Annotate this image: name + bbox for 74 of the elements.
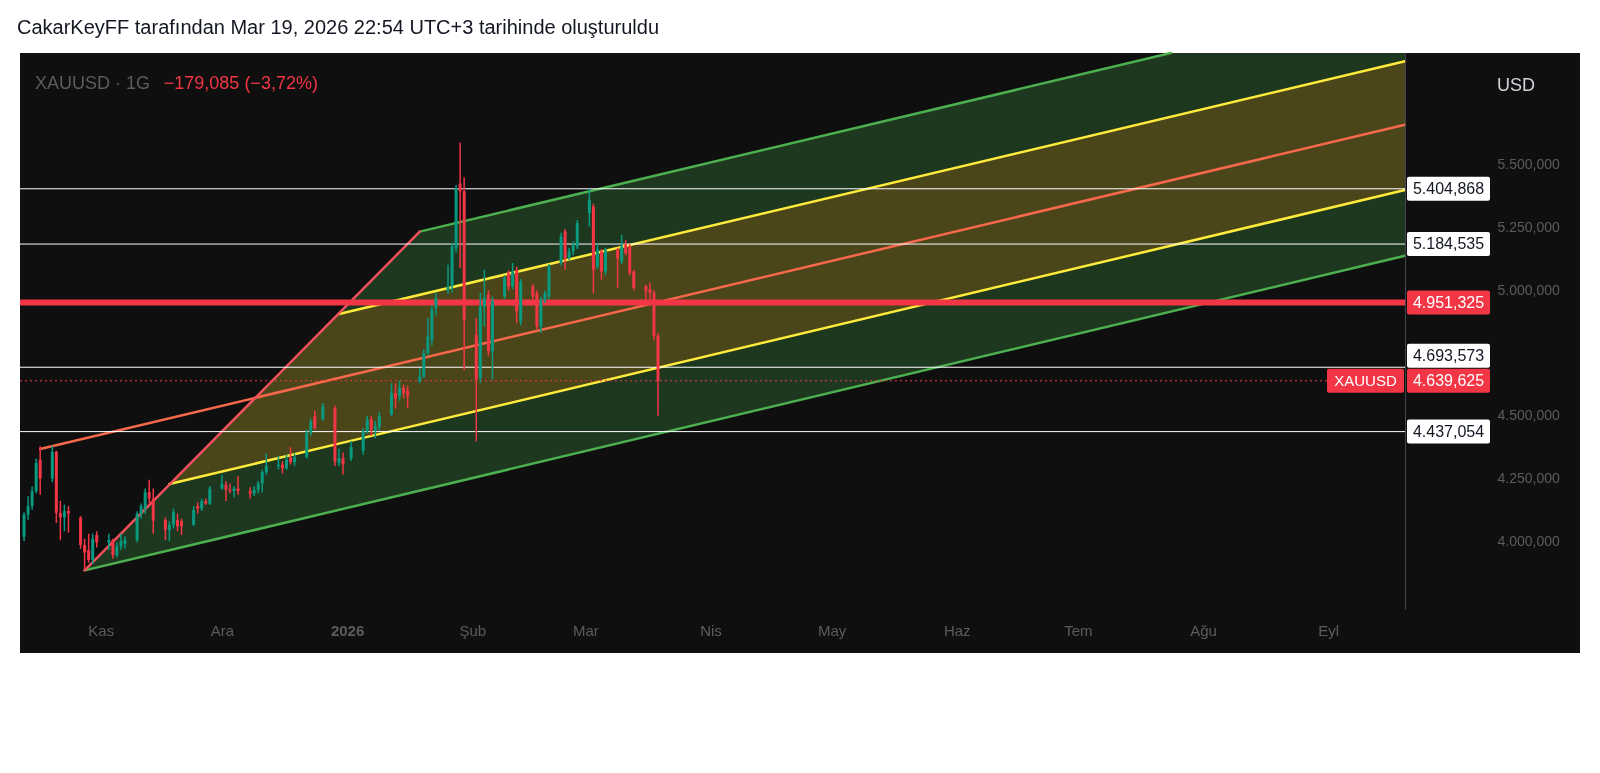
candlestick	[180, 517, 184, 536]
y-tick-label: 4.500,000	[1497, 407, 1560, 424]
y-tick-label: 4.250,000	[1497, 470, 1560, 487]
x-tick-label: May	[817, 621, 847, 639]
candlestick	[66, 505, 70, 534]
x-tick-label: Kas	[88, 621, 115, 639]
candlestick	[604, 246, 607, 277]
candlestick	[123, 535, 127, 550]
x-tick-label: Mar	[572, 621, 599, 639]
x-tick-label: Tem	[1064, 621, 1093, 639]
candlestick	[587, 187, 591, 228]
candlestick	[406, 384, 410, 409]
candlestick	[503, 274, 507, 300]
annotation: XAUUSD · 1G	[35, 73, 151, 93]
x-tick-label: 2026	[330, 621, 365, 639]
candlestick	[349, 440, 353, 462]
candlestick	[260, 469, 264, 494]
candlestick	[224, 480, 228, 502]
y-tick-label: 5.500,000	[1497, 156, 1560, 173]
candlestick	[143, 487, 147, 515]
y-tick-label: 4.000,000	[1497, 532, 1560, 549]
candlestick	[175, 512, 179, 532]
x-tick-label: Eyl	[1318, 621, 1340, 639]
x-tick-label: Haz	[943, 621, 971, 639]
candlestick	[62, 503, 66, 532]
candlestick	[599, 248, 603, 281]
candlestick	[394, 382, 398, 410]
candlestick	[595, 242, 599, 270]
candlestick	[389, 382, 393, 417]
candlestick	[83, 538, 87, 571]
chart-title: CakarKeyFF tarafından Mar 19, 2026 22:54 UTC+3 tarihinde oluşturuldu	[17, 15, 660, 38]
candlestick	[147, 479, 151, 505]
candlestick	[171, 507, 175, 530]
candlestick	[398, 379, 402, 402]
x-tick-label: Ağu	[1190, 621, 1217, 639]
y-tick-label: 5.250,000	[1497, 219, 1560, 236]
candlestick	[38, 445, 42, 496]
ref-line-label: 5.404,868	[1412, 179, 1485, 197]
candlestick	[264, 452, 268, 476]
candlestick	[575, 219, 579, 250]
candlestick	[511, 262, 515, 290]
candlestick	[107, 532, 111, 551]
x-tick-label: Ara	[210, 621, 235, 639]
candlestick	[377, 411, 381, 432]
ref-line-label: 5.184,535	[1412, 235, 1485, 253]
candlestick	[163, 516, 167, 541]
candlestick	[111, 538, 115, 560]
candlestick	[507, 269, 511, 292]
y-tick-label: 5.000,000	[1497, 281, 1560, 298]
candlestick	[313, 410, 317, 431]
y-axis-title: USD	[1497, 75, 1536, 95]
candlestick	[285, 453, 288, 471]
x-tick-label: Şub	[459, 621, 487, 639]
ref-line-label: 4.437,054	[1412, 422, 1485, 440]
candlestick	[341, 451, 345, 476]
ref-line-label: 4.693,573	[1412, 346, 1485, 364]
candlestick	[482, 269, 486, 328]
candlestick	[361, 427, 365, 456]
candlestick	[192, 505, 196, 527]
candlestick	[620, 234, 624, 265]
ref-line-label: 4.639,625	[1412, 371, 1485, 389]
candlestick	[167, 520, 171, 543]
candlestick	[337, 447, 341, 467]
annotation: XAUUSD	[1334, 371, 1397, 389]
candlestick	[369, 415, 373, 437]
ref-line-label: 4.951,325	[1412, 293, 1485, 311]
candlestick	[248, 486, 252, 500]
annotation: −179,085 (−3,72%)	[163, 73, 318, 93]
candlestick	[87, 532, 91, 564]
x-tick-label: Nis	[700, 621, 722, 639]
candlestick	[616, 246, 620, 289]
candlestick	[208, 485, 212, 506]
candlestick	[91, 532, 95, 565]
candlestick	[151, 487, 155, 535]
